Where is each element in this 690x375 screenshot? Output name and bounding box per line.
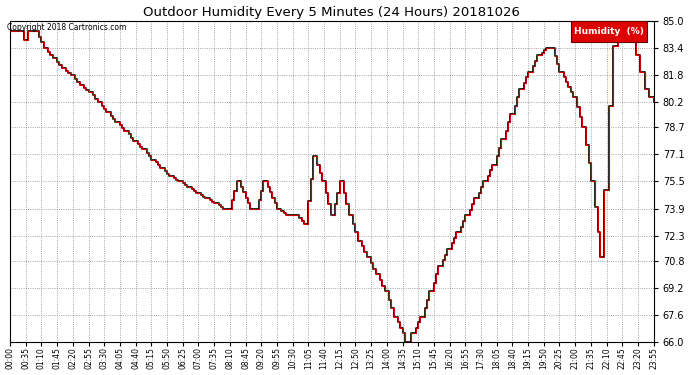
Title: Outdoor Humidity Every 5 Minutes (24 Hours) 20181026: Outdoor Humidity Every 5 Minutes (24 Hou… [144, 6, 520, 18]
Text: Humidity  (%): Humidity (%) [574, 27, 644, 36]
Text: Copyright 2018 Cartronics.com: Copyright 2018 Cartronics.com [7, 22, 126, 32]
